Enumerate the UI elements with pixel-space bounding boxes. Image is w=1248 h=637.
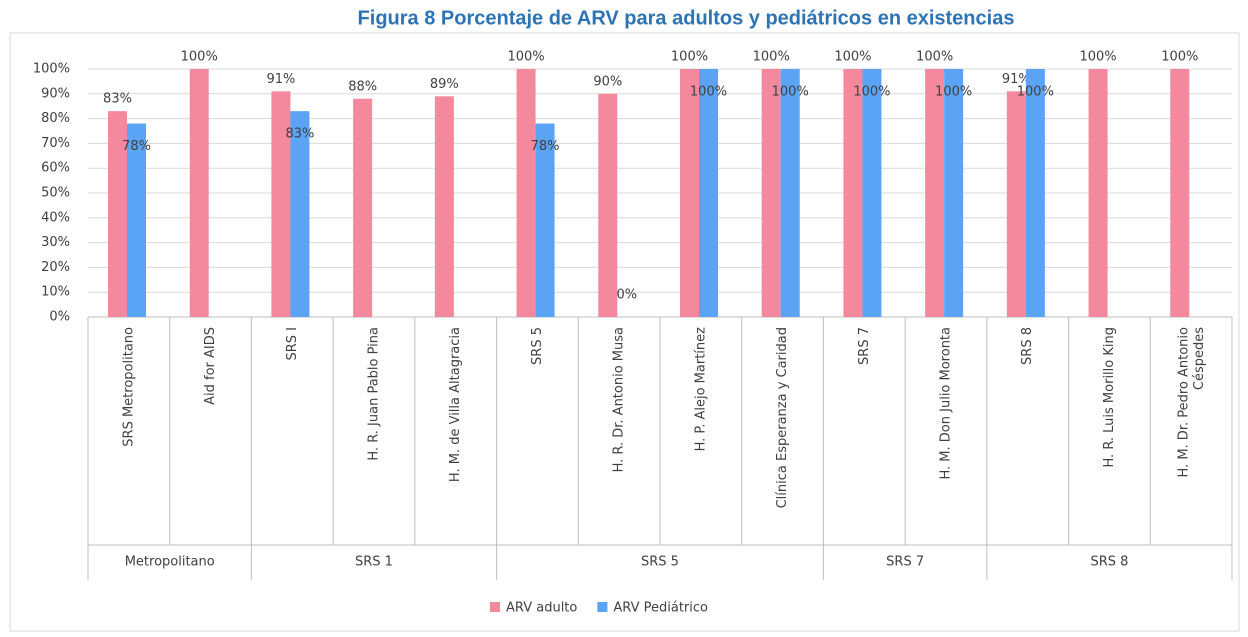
y-tick-label: 90% [41, 86, 70, 101]
bar [434, 96, 454, 317]
y-tick-label: 0% [49, 310, 70, 325]
data-label: 100% [1017, 85, 1054, 100]
y-tick-label: 20% [41, 260, 70, 275]
bar [862, 69, 882, 317]
x-tick-label: SRS 7 [857, 327, 872, 365]
bar [598, 93, 618, 317]
y-tick-label: 80% [41, 111, 70, 126]
bar [189, 69, 209, 317]
bar [1170, 69, 1190, 317]
bar [944, 69, 964, 317]
bar [271, 91, 291, 317]
legend-label: ARV Pediátrico [613, 601, 708, 616]
bar [353, 98, 373, 317]
data-label: 100% [916, 50, 953, 65]
chart-title: Figura 8 Porcentaje de ARV para adultos … [358, 7, 1015, 29]
bar [780, 69, 800, 317]
data-label: 100% [853, 85, 890, 100]
bar [127, 123, 146, 317]
data-label: 100% [772, 85, 809, 100]
x-tick-label: SRS I [285, 327, 300, 361]
bar [761, 69, 781, 317]
data-label: 100% [1079, 50, 1116, 65]
bar [699, 69, 718, 317]
x-tick-label: SRS 8 [1020, 327, 1035, 365]
chart-border [9, 32, 1240, 632]
y-tick-label: 30% [41, 235, 70, 250]
legend-swatch [490, 602, 500, 612]
bar [1025, 69, 1045, 317]
y-tick-label: 70% [41, 136, 70, 151]
bar [1006, 91, 1026, 317]
group-label: SRS 8 [1090, 555, 1128, 570]
data-label: 100% [181, 50, 218, 65]
bar [1088, 69, 1108, 317]
x-tick-label: H. R. Dr. Antonio Musa [612, 327, 627, 472]
legend-swatch [597, 602, 608, 612]
x-tick-label: H. M. Dr. Pedro AntonioCéspedes [1176, 327, 1207, 478]
bar [516, 69, 536, 317]
group-label: Metropolitano [125, 555, 215, 570]
data-label: 83% [103, 92, 132, 107]
x-tick-label: SRS Metropolitano [121, 327, 136, 447]
data-label: 100% [671, 50, 708, 65]
data-label: 0% [616, 288, 637, 303]
bar [535, 123, 555, 317]
data-label: 78% [122, 139, 151, 154]
legend-label: ARV adulto [506, 601, 577, 616]
data-label: 91% [266, 72, 295, 87]
x-tick-label: H. R. Juan Pablo Pina [367, 327, 382, 461]
y-tick-label: 100% [33, 62, 70, 77]
data-label: 83% [285, 127, 314, 142]
data-label: 89% [430, 77, 459, 92]
data-label: 78% [531, 139, 560, 154]
data-label: 100% [753, 50, 790, 65]
data-label: 90% [593, 74, 622, 89]
bar [925, 69, 945, 317]
data-label: 88% [348, 79, 377, 94]
x-tick-label: H. M. de Villa Altagracia [448, 327, 463, 482]
y-tick-label: 60% [41, 161, 70, 176]
group-label: SRS 5 [641, 555, 679, 570]
y-tick-label: 10% [41, 285, 70, 300]
bar [108, 111, 127, 317]
y-tick-label: 40% [41, 210, 70, 225]
x-tick-label: H. R. Luis Morillo King [1102, 327, 1117, 467]
data-label: 91% [1002, 72, 1031, 87]
x-tick-label: H. M. Don Julio Moronta [939, 327, 954, 480]
data-label: 100% [935, 85, 972, 100]
group-label: SRS 7 [886, 555, 924, 570]
data-label: 100% [507, 50, 544, 65]
group-label: SRS 1 [355, 555, 393, 570]
x-tick-label: Clínica Esperanza y Caridad [775, 327, 790, 508]
data-label: 100% [1161, 50, 1198, 65]
data-label: 100% [690, 85, 727, 100]
bar [843, 69, 863, 317]
data-label: 100% [834, 50, 871, 65]
bar [680, 69, 699, 317]
y-tick-label: 50% [41, 186, 70, 201]
x-tick-label: H. P. Alejo Martínez [693, 327, 708, 452]
x-tick-label: Aid for AIDS [203, 327, 218, 405]
bar [290, 111, 310, 317]
x-tick-label: SRS 5 [530, 327, 545, 365]
